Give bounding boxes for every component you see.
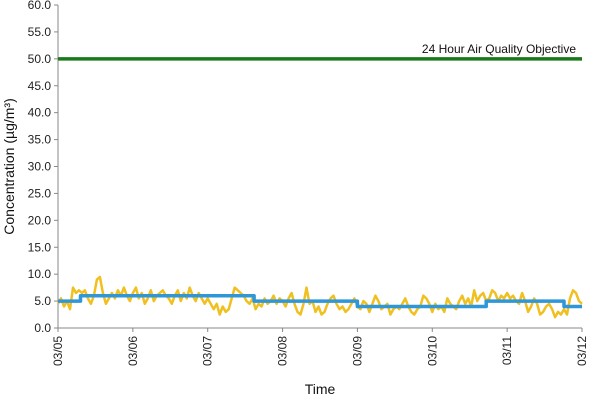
objective-label: 24 Hour Air Quality Objective	[422, 42, 576, 56]
x-tick-label: 03/10	[425, 336, 439, 366]
series-line-1	[56, 275, 583, 319]
y-tick-label: 20.0	[28, 213, 52, 227]
x-tick-label: 03/11	[500, 336, 514, 365]
y-tick-label: 40.0	[28, 106, 52, 120]
y-tick-label: 30.0	[28, 160, 52, 174]
series-group	[56, 275, 583, 319]
y-tick-label: 45.0	[28, 79, 52, 93]
x-tick-label: 03/12	[575, 336, 589, 366]
y-tick-label: 50.0	[28, 52, 52, 66]
y-tick-label: 0.0	[34, 321, 51, 335]
y-tick-label: 5.0	[34, 294, 51, 308]
y-axis-title: Concentration (µg/m³)	[1, 98, 17, 234]
y-tick-label: 25.0	[28, 186, 52, 200]
x-tick-label: 03/06	[126, 336, 140, 366]
x-tick-label: 03/08	[276, 336, 290, 366]
x-axis-title: Time	[305, 381, 336, 397]
x-tick-label: 03/07	[201, 336, 215, 366]
x-tick-label: 03/05	[51, 336, 65, 366]
y-tick-label: 15.0	[28, 240, 52, 254]
y-tick-label: 35.0	[28, 133, 52, 147]
y-tick-label: 55.0	[28, 25, 52, 39]
y-tick-label: 10.0	[28, 267, 52, 281]
x-tick-label: 03/09	[350, 336, 364, 366]
y-tick-label: 60.0	[28, 0, 52, 12]
x-ticks: 03/05 03/06 03/07 03/08 03/09 03/10 03/11 03/12	[51, 328, 589, 366]
y-ticks: 0.0 5.0 10.0 15.0 20.0 25.0 30.0 35.0 40.0 45.0 50…	[28, 0, 58, 335]
series-line-2	[58, 293, 582, 309]
